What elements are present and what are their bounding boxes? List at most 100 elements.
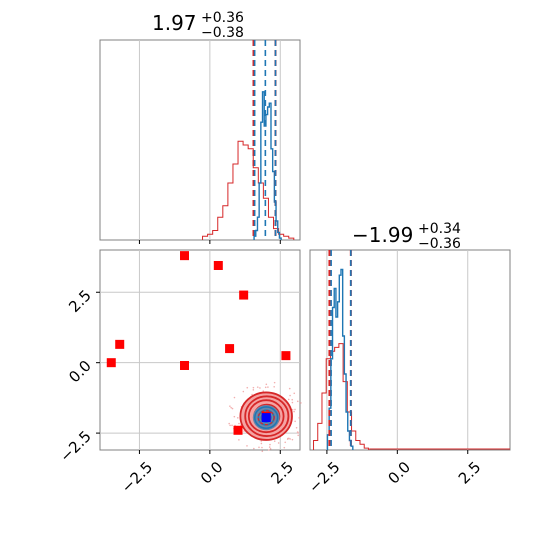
y-marginal-red-histogram bbox=[313, 343, 369, 450]
joint-cloud-point bbox=[267, 449, 270, 451]
x-marginal-frame bbox=[99, 39, 301, 241]
y-marginal-frame bbox=[309, 249, 511, 451]
joint-cloud-point bbox=[268, 446, 271, 448]
joint-cloud-point bbox=[231, 407, 234, 410]
joint-cloud-point bbox=[230, 406, 232, 409]
joint-cloud-point bbox=[287, 437, 289, 440]
joint-cloud-point bbox=[284, 441, 287, 444]
y-marginal-blue-histogram bbox=[326, 268, 354, 450]
joint-x-tick-labels: −2.5 0.0 2.5 bbox=[118, 458, 297, 496]
joint-x-tick-label: −2.5 bbox=[118, 458, 156, 496]
joint-red-square bbox=[233, 425, 243, 435]
joint-cloud-point bbox=[256, 386, 259, 388]
joint-cloud-point bbox=[236, 417, 239, 419]
y-marginal-title: −1.99 bbox=[352, 223, 413, 247]
joint-cloud-point bbox=[291, 408, 294, 411]
joint-cloud-point bbox=[291, 438, 294, 441]
joint-cloud-point bbox=[293, 410, 295, 413]
joint-cloud-point bbox=[273, 385, 275, 388]
joint-cloud-point bbox=[300, 402, 302, 404]
joint-cloud-point bbox=[298, 417, 300, 419]
joint-y-tick-labels: 2.5 0.0 −2.5 bbox=[56, 286, 94, 465]
y-marginal-x-tick-label: −2.5 bbox=[305, 458, 343, 496]
joint-cloud-point bbox=[291, 401, 294, 404]
joint-x-tick-label: 0.0 bbox=[197, 458, 227, 488]
joint-red-dashed-contour bbox=[257, 410, 275, 426]
joint-red-square bbox=[225, 344, 235, 354]
x-marginal-title: 1.97 bbox=[152, 11, 197, 35]
joint-red-square bbox=[106, 358, 116, 368]
joint-red-contour bbox=[247, 399, 285, 434]
joint-cloud-point bbox=[243, 430, 245, 432]
joint-scatter-panel bbox=[96, 249, 302, 454]
y-marginal-title-sup: +0.34 bbox=[418, 221, 461, 237]
joint-red-square bbox=[213, 260, 223, 270]
joint-cloud-point bbox=[242, 390, 245, 393]
joint-cloud-point bbox=[267, 386, 269, 388]
x-marginal-title-sub: −0.38 bbox=[201, 25, 244, 41]
joint-cloud-point bbox=[229, 405, 231, 407]
joint-cloud-point bbox=[261, 450, 264, 453]
joint-cloud-point bbox=[293, 392, 296, 395]
joint-cloud-point bbox=[261, 446, 263, 449]
joint-cloud-point bbox=[238, 439, 240, 441]
joint-red-square bbox=[239, 290, 249, 300]
joint-cloud-point bbox=[238, 422, 240, 425]
joint-cloud-point bbox=[228, 422, 230, 425]
x-marginal-title-main: 1.97 bbox=[152, 11, 197, 35]
joint-cloud-point bbox=[291, 398, 294, 401]
joint-red-square bbox=[180, 360, 190, 370]
y-marginal-title-main: −1.99 bbox=[352, 223, 413, 247]
x-marginal-title-sup: +0.36 bbox=[201, 10, 244, 26]
x-marginal-series bbox=[202, 40, 295, 240]
joint-cloud-point bbox=[231, 424, 233, 427]
joint-cloud-point bbox=[251, 393, 253, 396]
joint-cloud-point bbox=[252, 389, 255, 391]
x-marginal-red-histogram bbox=[202, 140, 295, 240]
joint-frame bbox=[99, 249, 301, 451]
joint-cloud-point bbox=[258, 446, 260, 449]
joint-red-square bbox=[115, 339, 125, 349]
joint-cloud-point bbox=[277, 442, 280, 444]
joint-cloud-point bbox=[296, 431, 299, 433]
joint-cloud-point bbox=[253, 447, 255, 450]
joint-red-contour bbox=[244, 395, 290, 437]
joint-y-tick-label: 2.5 bbox=[65, 286, 95, 316]
joint-cloud-point bbox=[269, 443, 271, 446]
joint-cloud-point bbox=[233, 415, 236, 418]
joint-y-tick-label: 0.0 bbox=[65, 357, 95, 387]
joint-cloud-point bbox=[288, 387, 291, 390]
joint-cloud-point bbox=[233, 396, 236, 399]
joint-cloud-point bbox=[269, 448, 272, 450]
joint-cloud-point bbox=[289, 394, 291, 397]
x-marginal-histogram bbox=[99, 39, 301, 244]
y-marginal-title-sub: −0.36 bbox=[418, 236, 461, 252]
joint-cloud-point bbox=[289, 438, 291, 440]
joint-cloud-point bbox=[265, 383, 268, 386]
joint-cloud-point bbox=[259, 387, 261, 389]
y-marginal-x-tick-labels: −2.5 0.0 2.5 bbox=[305, 458, 484, 496]
y-marginal-series bbox=[313, 250, 510, 450]
joint-red-square bbox=[180, 251, 190, 261]
y-marginal-x-tick-label: 2.5 bbox=[455, 458, 485, 488]
joint-y-tick-label: −2.5 bbox=[56, 427, 94, 465]
joint-red-contour bbox=[239, 391, 293, 441]
joint-points bbox=[106, 251, 291, 435]
joint-cloud-point bbox=[297, 434, 300, 437]
joint-cloud-point bbox=[294, 408, 296, 411]
joint-cloud-point bbox=[296, 400, 299, 403]
joint-cloud-point bbox=[294, 420, 296, 423]
x-marginal-blue-histogram bbox=[253, 91, 282, 240]
joint-cloud-point bbox=[287, 398, 290, 401]
joint-cloud-point bbox=[229, 424, 231, 427]
joint-cloud-point bbox=[262, 390, 265, 392]
joint-red-square bbox=[281, 351, 291, 361]
joint-cloud-point bbox=[260, 440, 263, 442]
joint-cloud-point bbox=[246, 445, 248, 447]
joint-cloud-point bbox=[260, 442, 263, 445]
joint-cloud-point bbox=[264, 386, 267, 389]
y-marginal-x-tick-label: 0.0 bbox=[384, 458, 414, 488]
joint-cloud-point bbox=[295, 426, 298, 429]
joint-cloud-point bbox=[283, 446, 286, 449]
